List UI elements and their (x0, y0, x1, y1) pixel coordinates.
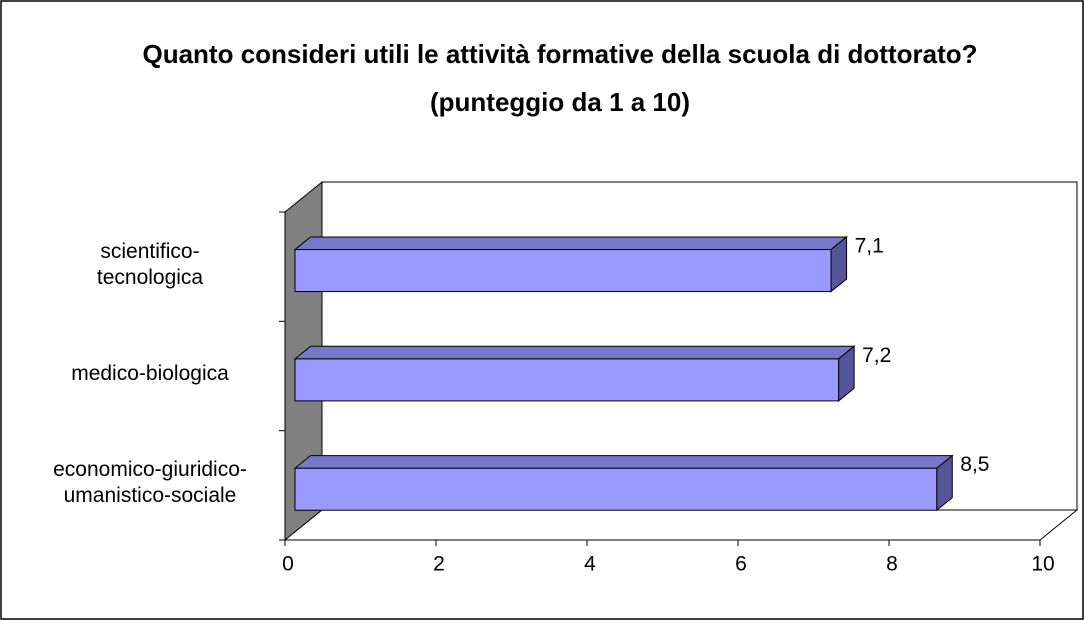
chart-title: Quanto consideri utili le attività forma… (142, 39, 978, 117)
y-tick-label: medico-biologica (71, 362, 229, 385)
y-tick-label: scientifico- tecnologica (96, 239, 204, 289)
bar-top (293, 345, 856, 360)
x-tick-label: 8 (886, 553, 898, 576)
x-tick-label: 0 (282, 553, 294, 576)
floor (283, 509, 1079, 541)
value-label: 8,5 (960, 453, 989, 476)
bar (294, 467, 938, 511)
bar-top (293, 236, 848, 251)
y-tick-label: economico-giuridico- umanistico-sociale (53, 458, 247, 508)
x-tick-label: 4 (584, 553, 596, 576)
bar (294, 358, 840, 402)
bar-top (293, 455, 954, 469)
value-label: 7,2 (862, 344, 891, 367)
title-box: Quanto consideri utili le attività forma… (142, 39, 978, 117)
x-tick-label: 6 (735, 553, 747, 576)
x-tick-label: 10 (1031, 553, 1054, 576)
value-label: 7,1 (855, 235, 884, 258)
bar (294, 249, 832, 293)
x-tick-label: 2 (433, 553, 445, 576)
